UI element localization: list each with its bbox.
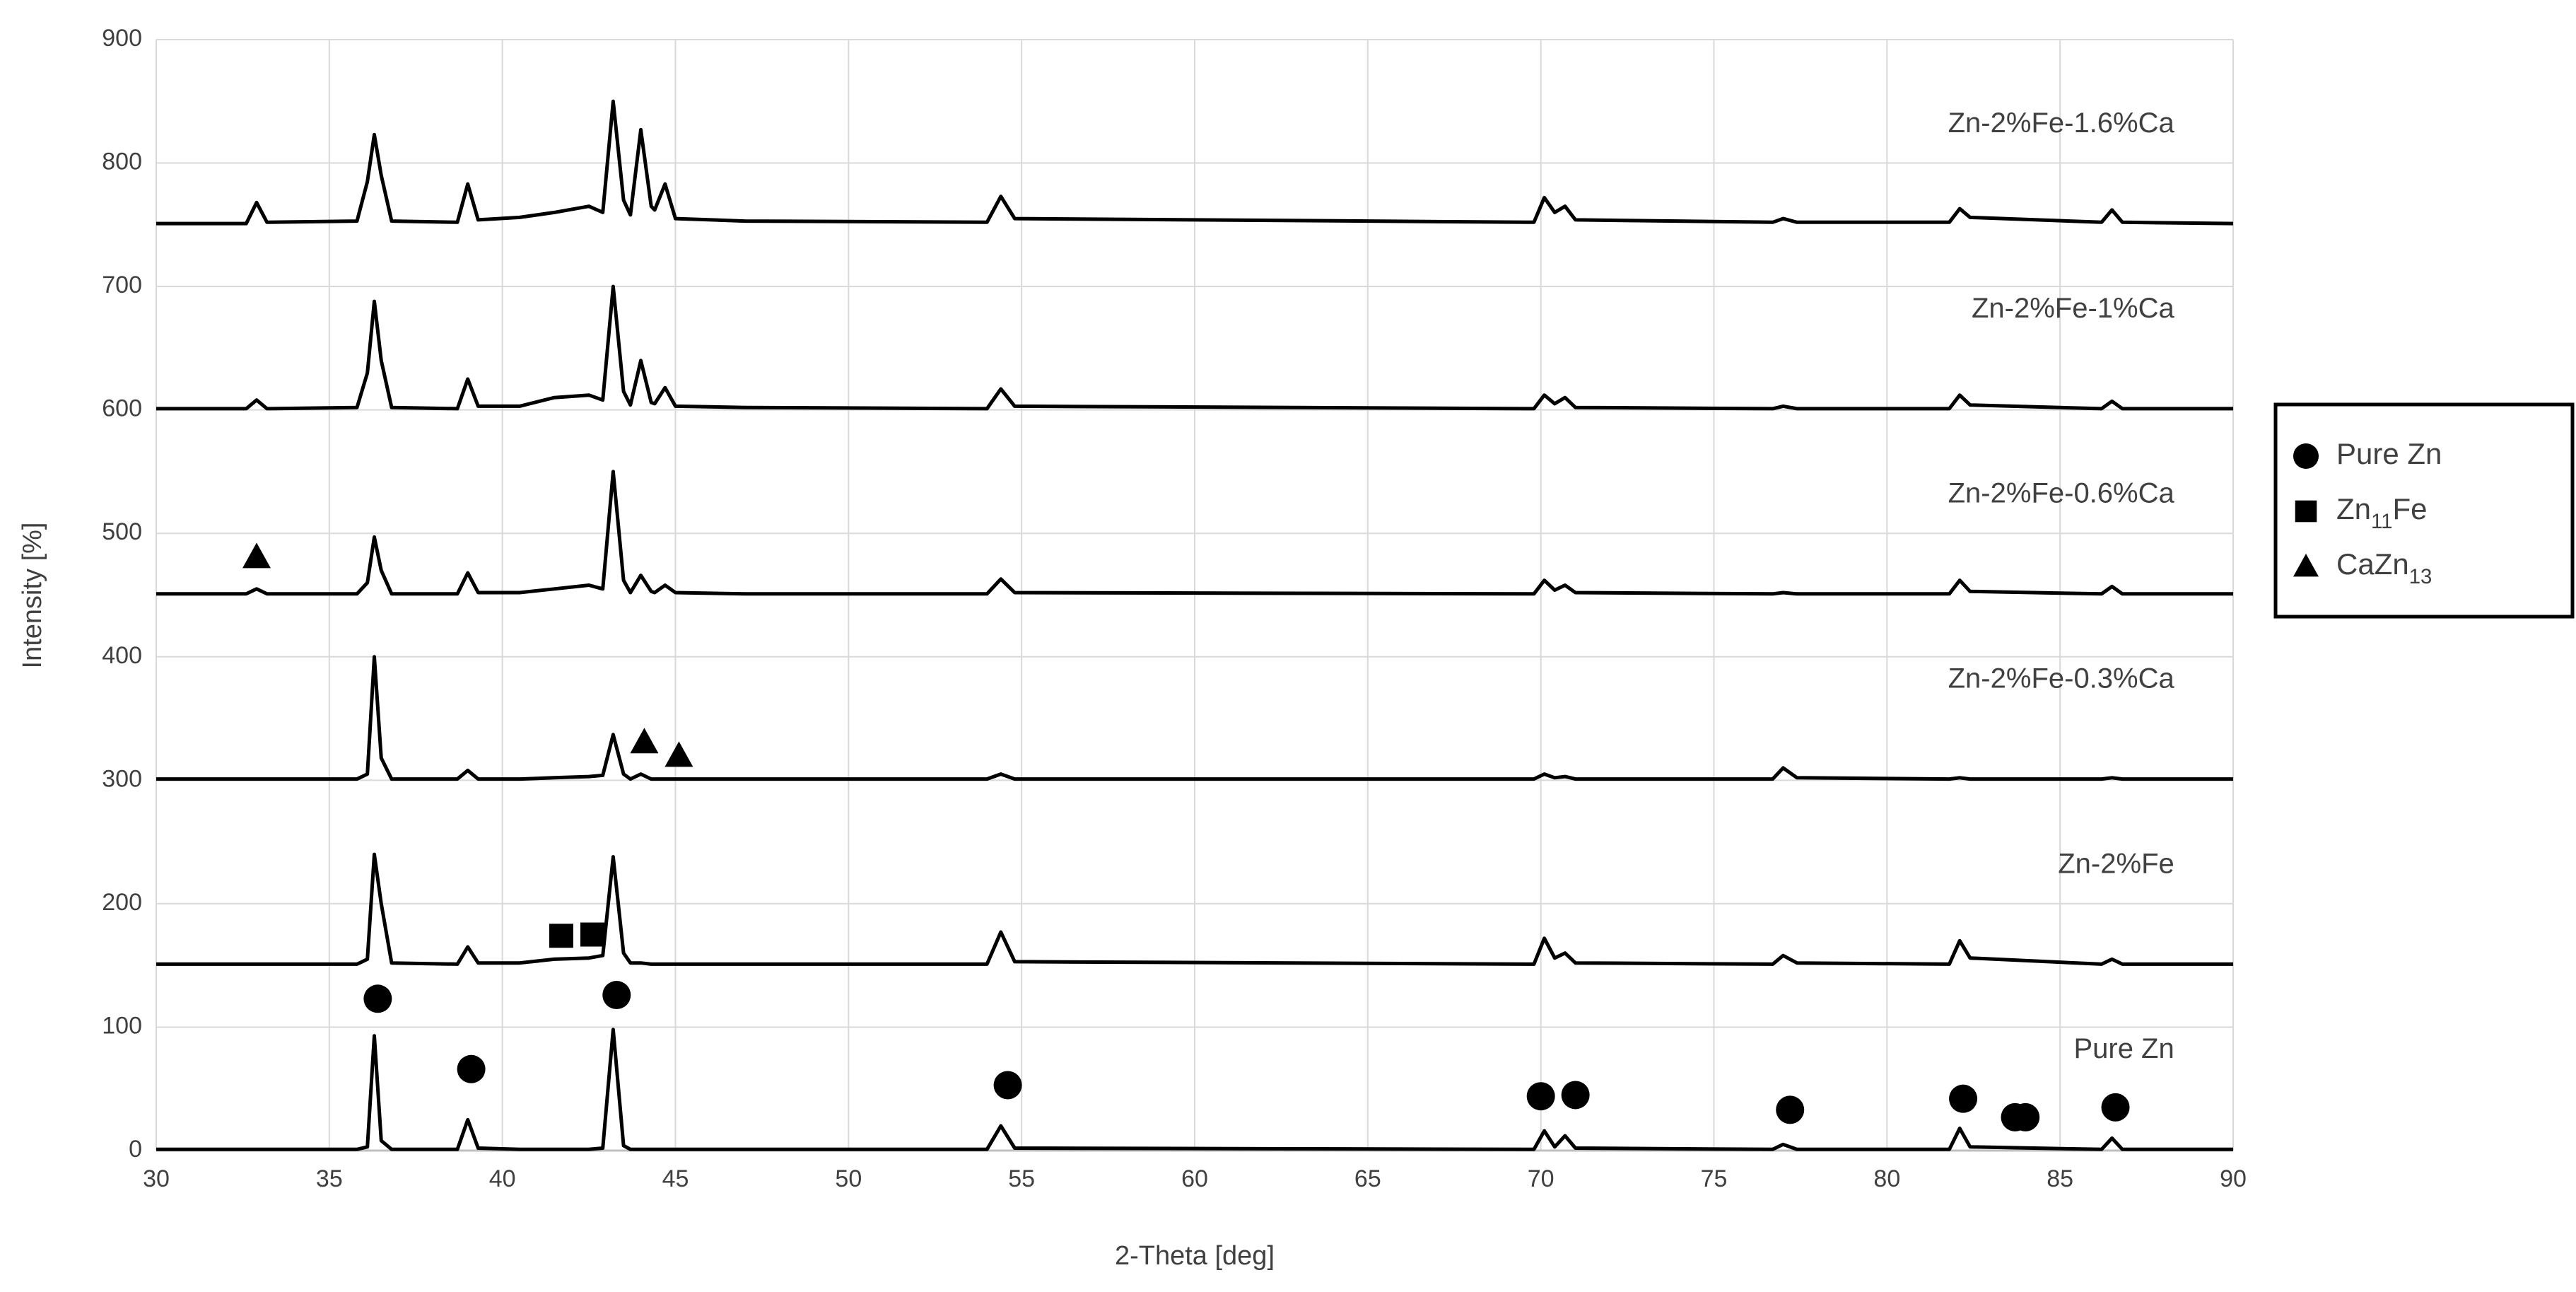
- legend-label: Zn11Fe: [2336, 492, 2428, 533]
- phase-marker: [242, 542, 271, 569]
- series-label: Zn-2%Fe-0.6%Ca: [1948, 478, 2175, 509]
- series-label: Pure Zn: [2073, 1033, 2174, 1064]
- x-tick-label: 85: [2047, 1165, 2073, 1192]
- x-tick-label: 75: [1701, 1165, 1728, 1192]
- phase-marker: [1949, 1084, 1978, 1113]
- y-tick-label: 0: [129, 1136, 142, 1163]
- legend-label: Pure Zn: [2336, 437, 2442, 470]
- x-tick-label: 50: [835, 1165, 862, 1192]
- phase-marker: [1776, 1095, 1805, 1124]
- phase-marker: [580, 922, 604, 947]
- legend-marker: [2295, 500, 2317, 523]
- phase-marker: [1561, 1081, 1590, 1110]
- x-tick-label: 55: [1008, 1165, 1035, 1192]
- legend-box: [2273, 402, 2575, 619]
- y-axis-label: Intensity [%]: [18, 523, 47, 669]
- y-tick-label: 200: [102, 889, 142, 916]
- x-tick-label: 45: [662, 1165, 689, 1192]
- series-line: [156, 852, 2233, 966]
- phase-marker: [363, 984, 392, 1013]
- x-tick-label: 65: [1354, 1165, 1381, 1192]
- phase-marker: [1526, 1082, 1555, 1111]
- series-line: [156, 655, 2233, 781]
- x-tick-label: 40: [489, 1165, 516, 1192]
- y-tick-label: 100: [102, 1012, 142, 1039]
- phase-marker: [630, 728, 659, 754]
- x-tick-label: 30: [143, 1165, 170, 1192]
- series-line: [156, 99, 2234, 226]
- y-tick-label: 900: [102, 25, 142, 52]
- legend-marker: [2293, 443, 2319, 469]
- legend-label: CaZn13: [2336, 547, 2432, 588]
- phase-marker: [602, 981, 631, 1010]
- x-tick-label: 90: [2220, 1165, 2247, 1192]
- phase-marker: [665, 741, 693, 767]
- y-tick-label: 600: [102, 395, 142, 422]
- phase-marker: [2101, 1093, 2130, 1122]
- series-line: [156, 284, 2233, 411]
- x-tick-label: 35: [316, 1165, 343, 1192]
- series-line: [156, 1028, 2233, 1151]
- phase-marker: [993, 1071, 1022, 1100]
- x-tick-label: 60: [1181, 1165, 1208, 1192]
- series-label: Zn-2%Fe-0.3%Ca: [1948, 663, 2175, 694]
- series-line: [156, 470, 2233, 596]
- series-label: Zn-2%Fe-1.6%Ca: [1948, 107, 2175, 139]
- series-label: Zn-2%Fe-1%Ca: [1972, 293, 2175, 324]
- y-tick-label: 300: [102, 765, 142, 792]
- x-axis-label: 2-Theta [deg]: [1115, 1241, 1275, 1271]
- y-tick-label: 400: [102, 642, 142, 669]
- y-tick-label: 700: [102, 272, 142, 298]
- phase-marker: [549, 924, 573, 948]
- x-tick-label: 70: [1528, 1165, 1555, 1192]
- series-label: Zn-2%Fe: [2058, 848, 2174, 879]
- phase-marker: [457, 1054, 486, 1083]
- y-tick-label: 500: [102, 518, 142, 545]
- phase-marker: [2011, 1102, 2040, 1131]
- x-tick-label: 80: [1873, 1165, 1900, 1192]
- y-tick-label: 800: [102, 149, 142, 175]
- legend-marker: [2293, 554, 2319, 577]
